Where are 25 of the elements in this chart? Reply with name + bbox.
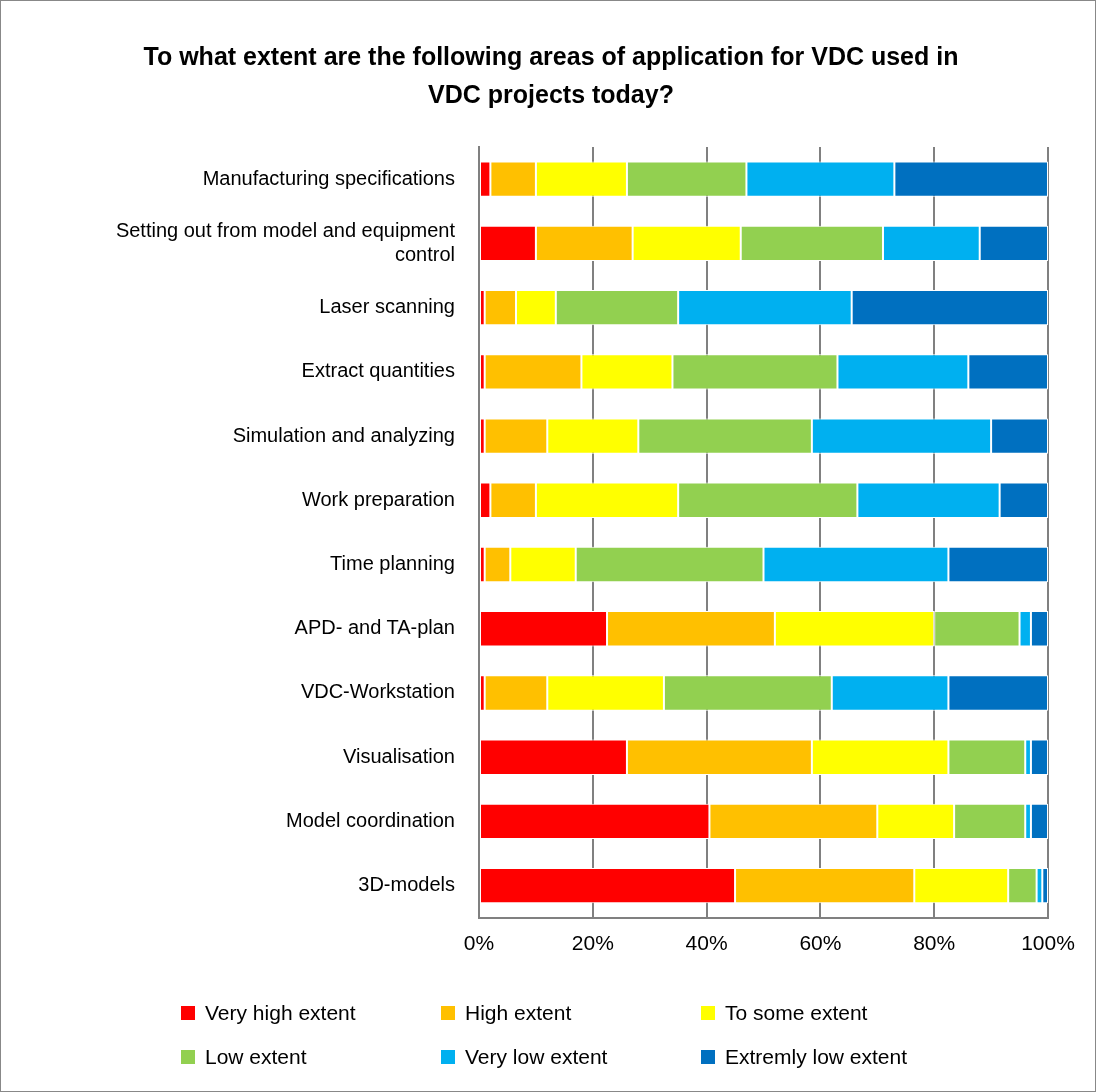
chart-title: To what extent are the following areas of application for VDC used in VDC projects today?: [142, 41, 960, 110]
legend-label: Low extent: [205, 1045, 307, 1069]
y-tick-label: Time planning: [330, 552, 455, 575]
x-tick-label: 0%: [463, 931, 495, 955]
y-tick-label: Laser scanning: [319, 295, 455, 318]
x-tick-label: 60%: [799, 931, 842, 955]
y-tick-label: Extract quantities: [301, 359, 455, 382]
x-tick-label: 40%: [685, 931, 728, 955]
legend-label: Very high extent: [205, 1001, 356, 1025]
legend-label: Very low extent: [465, 1045, 608, 1069]
y-tick-label: 3D-models: [358, 873, 455, 896]
x-tick-label: 80%: [913, 931, 956, 955]
y-tick-label: Visualisation: [343, 744, 455, 767]
y-tick-label: Simulation and analyzing: [232, 423, 455, 446]
y-tick-label: Manufacturing specifications: [202, 166, 455, 189]
y-tick-label: VDC-Workstation: [300, 680, 455, 703]
y-tick-label: Work preparation: [301, 487, 455, 510]
y-tick-label: Model coordination: [286, 808, 455, 831]
y-tick-label: Setting out from model and equipment control: [115, 218, 456, 265]
x-tick-label: 20%: [571, 931, 614, 955]
legend-label: To some extent: [725, 1001, 868, 1025]
legend-label: Extremly low extent: [725, 1045, 908, 1069]
x-tick-label: 100%: [1021, 931, 1075, 955]
legend-label: High extent: [465, 1001, 572, 1025]
y-tick-label: APD- and TA-plan: [294, 616, 455, 639]
